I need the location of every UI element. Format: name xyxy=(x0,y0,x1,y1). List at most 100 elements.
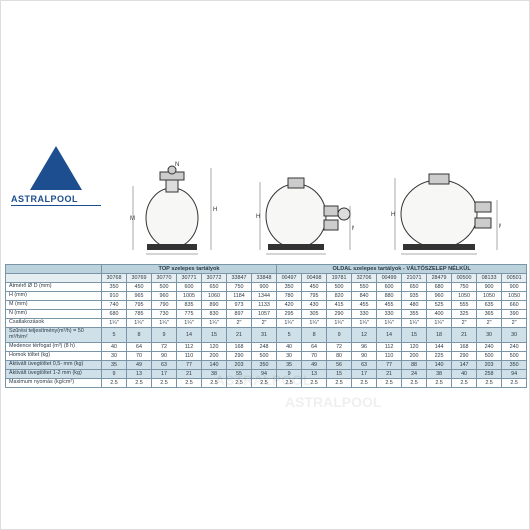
data-cell: 2" xyxy=(252,319,277,328)
data-cell: 900 xyxy=(477,283,502,292)
table-row: Átmérő Ø D (mm)3504505006006507509003504… xyxy=(6,283,527,292)
code-header-cell: 30768 xyxy=(102,274,127,283)
data-cell: 740 xyxy=(102,301,127,310)
code-header-cell: 30769 xyxy=(127,274,152,283)
data-cell: 500 xyxy=(252,351,277,360)
data-cell: 140 xyxy=(202,360,227,369)
data-cell: 35 xyxy=(277,360,302,369)
data-cell: 147 xyxy=(452,360,477,369)
data-cell: 650 xyxy=(402,283,427,292)
code-header-cell: 00499 xyxy=(377,274,402,283)
data-cell: 200 xyxy=(402,351,427,360)
data-cell: 70 xyxy=(302,351,327,360)
code-header-blank xyxy=(6,274,102,283)
data-cell: 1057 xyxy=(252,310,277,319)
data-cell: 1344 xyxy=(252,292,277,301)
data-cell: 365 xyxy=(477,310,502,319)
data-cell: 835 xyxy=(177,301,202,310)
data-cell: 17 xyxy=(152,369,177,378)
data-cell: 290 xyxy=(327,310,352,319)
row-label: H (mm) xyxy=(6,292,102,301)
data-cell: 2.5 xyxy=(327,378,352,387)
row-label: N (mm) xyxy=(6,310,102,319)
data-cell: 635 xyxy=(477,301,502,310)
data-cell: 2.5 xyxy=(427,378,452,387)
data-cell: 9 xyxy=(277,369,302,378)
data-cell: 295 xyxy=(277,310,302,319)
data-cell: 63 xyxy=(152,360,177,369)
data-cell: 2" xyxy=(227,319,252,328)
data-cell: 30 xyxy=(277,351,302,360)
data-cell: 2" xyxy=(477,319,502,328)
data-cell: 2.5 xyxy=(102,378,127,387)
data-cell: 21 xyxy=(377,369,402,378)
data-cell: 795 xyxy=(302,292,327,301)
data-cell: 840 xyxy=(352,292,377,301)
code-header-cell: 32706 xyxy=(352,274,377,283)
data-cell: 94 xyxy=(502,369,527,378)
data-cell: 200 xyxy=(202,351,227,360)
data-cell: 31 xyxy=(252,328,277,343)
data-cell: 9 xyxy=(152,328,177,343)
table-row: M (mm)7407957908358909731133420430415455… xyxy=(6,301,527,310)
data-cell: 24 xyxy=(402,369,427,378)
data-cell: 63 xyxy=(352,360,377,369)
data-cell: 450 xyxy=(302,283,327,292)
data-cell: 9 xyxy=(327,328,352,343)
data-cell: 325 xyxy=(452,310,477,319)
code-header-cell: 21071 xyxy=(402,274,427,283)
data-cell: 680 xyxy=(102,310,127,319)
data-cell: 258 xyxy=(477,369,502,378)
data-cell: 2.5 xyxy=(127,378,152,387)
data-cell: 1050 xyxy=(477,292,502,301)
table-row: Medence térfogat (m³) (8 h)4064721121201… xyxy=(6,342,527,351)
data-cell: 290 xyxy=(227,351,252,360)
data-cell: 650 xyxy=(202,283,227,292)
data-cell: 2.5 xyxy=(402,378,427,387)
data-cell: 390 xyxy=(502,310,527,319)
code-header-cell: 28479 xyxy=(427,274,452,283)
data-cell: 2.5 xyxy=(227,378,252,387)
data-cell: 49 xyxy=(127,360,152,369)
data-cell: 2.5 xyxy=(277,378,302,387)
data-cell: 17 xyxy=(352,369,377,378)
data-cell: 140 xyxy=(427,360,452,369)
data-cell: 225 xyxy=(427,351,452,360)
data-cell: 56 xyxy=(327,360,352,369)
code-header-cell: 33847 xyxy=(227,274,252,283)
data-cell: 830 xyxy=(202,310,227,319)
data-cell: 38 xyxy=(427,369,452,378)
data-cell: 420 xyxy=(277,301,302,310)
data-cell: 77 xyxy=(377,360,402,369)
code-header-cell: 00500 xyxy=(452,274,477,283)
data-cell: 64 xyxy=(127,342,152,351)
data-cell: 8 xyxy=(127,328,152,343)
data-cell: 680 xyxy=(427,283,452,292)
data-cell: 9 xyxy=(102,369,127,378)
data-cell: 15 xyxy=(202,328,227,343)
data-cell: 2.5 xyxy=(177,378,202,387)
table-group-header: TOP szelepes tartályok OLDAL szelepes ta… xyxy=(6,265,527,274)
group-header-left: TOP szelepes tartályok xyxy=(102,265,277,274)
row-label: Átmérő Ø D (mm) xyxy=(6,283,102,292)
data-cell: 1¼" xyxy=(102,319,127,328)
data-cell: 2.5 xyxy=(302,378,327,387)
code-header-cell: 00501 xyxy=(502,274,527,283)
data-cell: 525 xyxy=(427,301,452,310)
diagram-side-valve-1: H M D xyxy=(254,156,354,256)
group-header-right: OLDAL szelepes tartályok - VÁLTÓSZELEP N… xyxy=(277,265,527,274)
data-cell: 880 xyxy=(377,292,402,301)
data-cell: 13 xyxy=(302,369,327,378)
table-body: Átmérő Ø D (mm)3504505006006507509003504… xyxy=(6,283,527,388)
data-cell: 240 xyxy=(502,342,527,351)
data-cell: 1¼" xyxy=(177,319,202,328)
data-cell: 350 xyxy=(277,283,302,292)
diagram-side-valve-2: H M D xyxy=(391,156,501,256)
group-header-blank xyxy=(6,265,102,274)
data-cell: 290 xyxy=(452,351,477,360)
brand-name: ASTRALPOOL xyxy=(11,194,101,206)
data-cell: 660 xyxy=(502,301,527,310)
dimension-diagrams: M H D N xyxy=(109,146,519,256)
data-cell: 890 xyxy=(202,301,227,310)
table-row: N (mm)6807857307758308971057295305290330… xyxy=(6,310,527,319)
